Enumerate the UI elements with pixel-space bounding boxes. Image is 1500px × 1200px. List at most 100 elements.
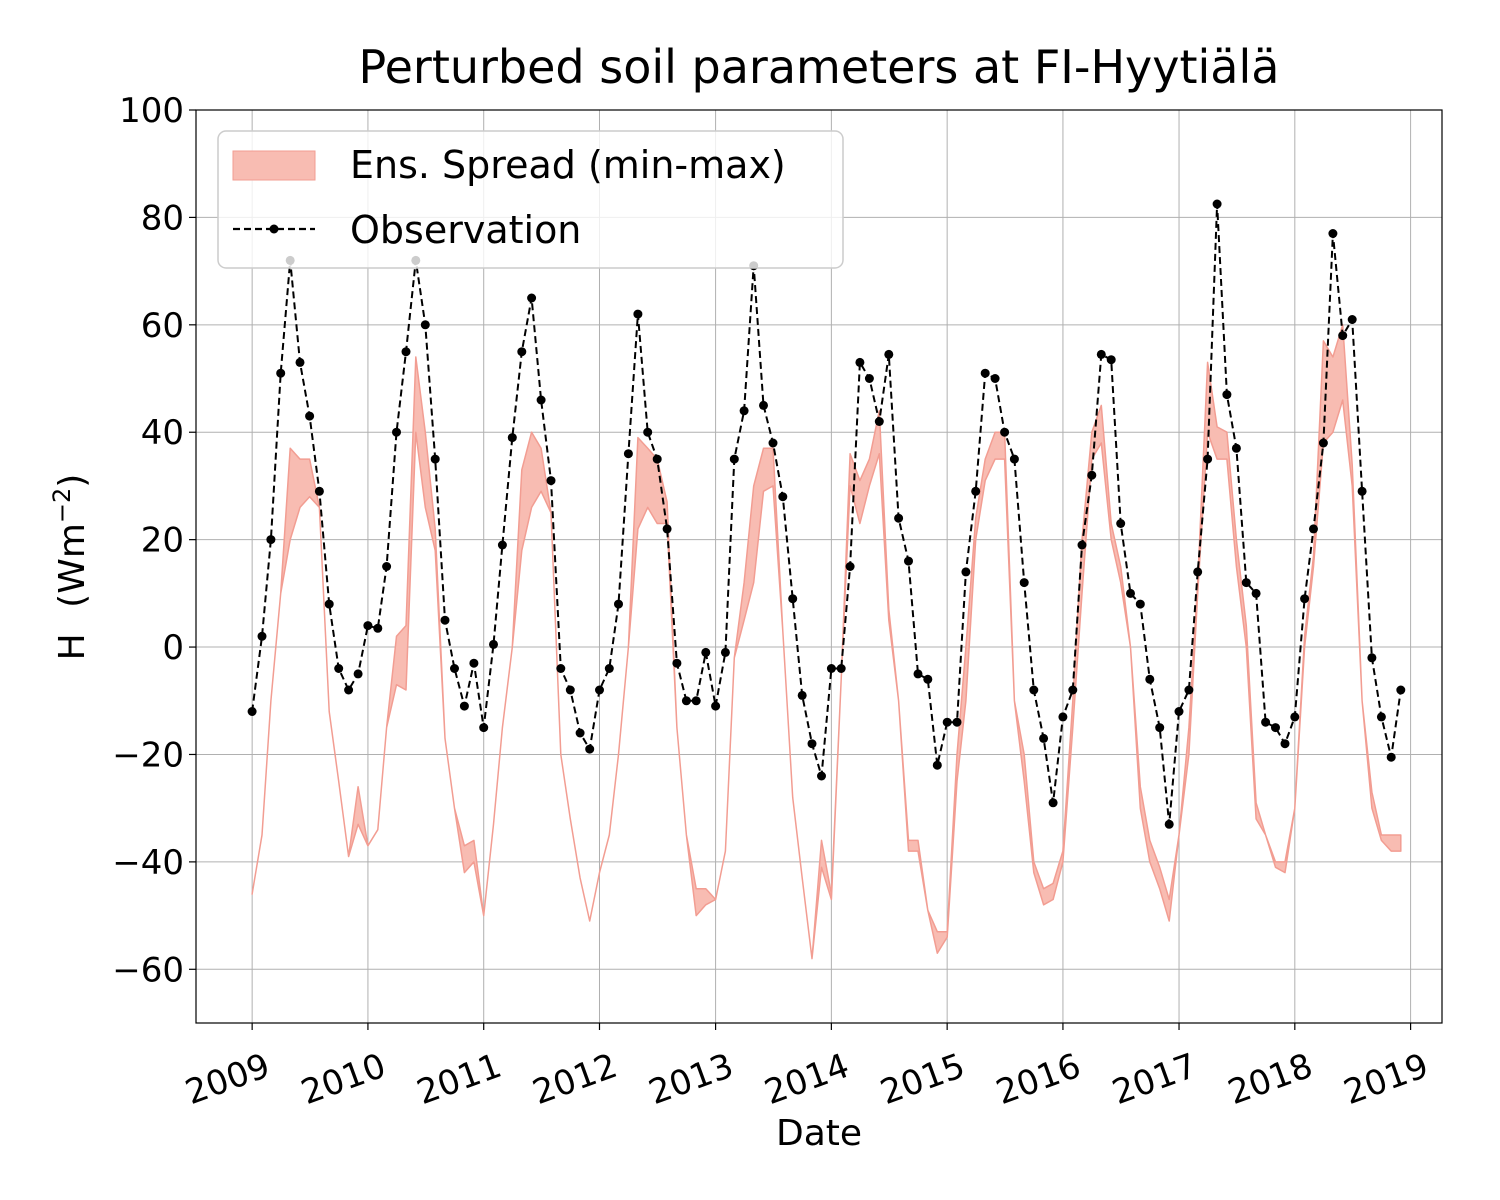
- observation-point: [1212, 199, 1222, 209]
- observation-point: [729, 454, 739, 464]
- observation-point: [739, 406, 749, 416]
- y-axis-label-unit: (Wm: [52, 523, 93, 608]
- observation-point: [768, 438, 778, 448]
- observation-point: [923, 674, 933, 684]
- x-tick-label: 2014: [759, 1046, 854, 1113]
- observation-point: [1058, 712, 1068, 722]
- y-tick-label: −20: [112, 735, 184, 775]
- y-tick-label: 80: [141, 198, 184, 238]
- observation-point: [266, 535, 276, 545]
- observation-point: [363, 621, 373, 631]
- observation-point: [565, 685, 575, 695]
- observation-point: [556, 664, 566, 673]
- observation-point: [604, 664, 614, 673]
- observation-point: [440, 615, 450, 625]
- observation-point: [469, 658, 479, 668]
- observation-point: [1029, 685, 1039, 695]
- observation-point: [507, 433, 517, 443]
- y-axis-label-exponent: −2: [48, 488, 76, 523]
- observation-point: [382, 562, 392, 571]
- observation-point: [720, 647, 730, 657]
- observation-point: [1116, 519, 1126, 528]
- x-tick-label: 2009: [180, 1046, 275, 1113]
- y-tick-label: 60: [141, 306, 184, 346]
- observation-point: [489, 639, 498, 649]
- observation-point: [662, 524, 672, 534]
- observation-point: [952, 717, 962, 727]
- y-tick-label: 0: [162, 628, 184, 668]
- observation-point: [1184, 685, 1194, 695]
- observation-point: [392, 427, 401, 437]
- observation-point: [1338, 331, 1348, 341]
- spread-band-layer: [251, 324, 1402, 960]
- y-tick-label: −40: [112, 843, 184, 883]
- observation-point: [479, 723, 489, 733]
- y-tick-label: 20: [141, 521, 184, 561]
- observation-point: [932, 760, 942, 770]
- x-axis-label: Date: [776, 1113, 862, 1154]
- observation-point: [904, 556, 913, 566]
- observation-point: [778, 492, 788, 502]
- observation-point: [1300, 594, 1310, 604]
- observation-point: [1376, 712, 1386, 722]
- observation-point: [672, 658, 682, 668]
- observation-point: [373, 623, 383, 633]
- observation-point: [1126, 588, 1135, 598]
- observation-point: [826, 664, 836, 673]
- legend-observation-marker: [269, 224, 279, 234]
- y-axis-label: H (Wm−2): [48, 474, 93, 661]
- observation-point: [1087, 470, 1097, 480]
- legend-box: [217, 130, 844, 269]
- ensemble-spread-band: [251, 324, 1402, 960]
- legend-observation-label: Observation: [350, 208, 581, 252]
- observation-point: [546, 476, 556, 486]
- observation-point: [1039, 733, 1049, 743]
- observation-point: [845, 562, 855, 571]
- observation-point: [961, 567, 971, 577]
- observation-line: [251, 203, 1402, 825]
- observation-point: [1386, 752, 1396, 762]
- observation-point: [614, 599, 623, 609]
- observation-point: [450, 664, 459, 673]
- observation-point: [517, 347, 527, 357]
- observation-point: [807, 739, 817, 749]
- observation-point: [247, 707, 257, 716]
- observation-point: [836, 664, 846, 673]
- observation-point: [305, 411, 315, 421]
- observation-point: [344, 685, 354, 695]
- observation-point: [643, 427, 653, 437]
- observation-point: [701, 647, 711, 657]
- observation-point: [1309, 524, 1318, 534]
- observation-point: [788, 594, 798, 604]
- observation-point: [1000, 427, 1010, 437]
- observation-point: [980, 368, 990, 378]
- observation-point: [353, 669, 363, 679]
- observation-point: [575, 728, 585, 738]
- observation-point: [855, 357, 865, 367]
- observation-point: [1222, 390, 1232, 400]
- observation-point: [1096, 349, 1106, 359]
- observation-point: [1231, 443, 1241, 453]
- x-tick-label: 2018: [1223, 1046, 1318, 1113]
- observation-point: [1145, 674, 1155, 684]
- observation-point: [1328, 229, 1338, 238]
- observation-point: [459, 701, 469, 711]
- y-tick-label: −60: [112, 950, 184, 990]
- x-tick-label: 2013: [644, 1046, 739, 1113]
- x-tick-label: 2011: [412, 1046, 507, 1113]
- observation-point: [864, 374, 874, 383]
- observation-point: [797, 690, 807, 700]
- observation-layer: [247, 199, 1406, 829]
- observation-point: [420, 320, 430, 330]
- observation-point: [1068, 685, 1078, 695]
- legend: Ens. Spread (min-max) Observation: [217, 130, 844, 269]
- x-tick-label: 2012: [528, 1046, 623, 1113]
- x-tick-label: 2015: [875, 1046, 970, 1113]
- legend-spread-swatch: [232, 150, 316, 181]
- observation-point: [691, 696, 701, 706]
- observation-point: [1347, 315, 1357, 324]
- observation-point: [314, 486, 324, 496]
- observation-point: [894, 513, 904, 523]
- x-tick-label: 2016: [991, 1046, 1086, 1113]
